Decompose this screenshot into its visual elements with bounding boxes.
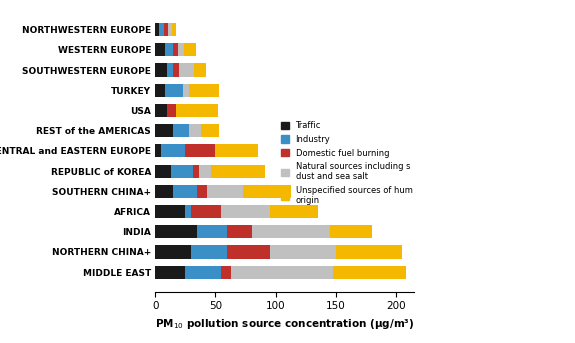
Bar <box>155 225 197 238</box>
Bar <box>221 205 270 218</box>
Bar <box>168 23 172 36</box>
Bar <box>173 43 178 57</box>
Bar <box>189 124 201 137</box>
Bar <box>173 185 197 198</box>
Bar <box>155 265 185 279</box>
Bar <box>201 124 219 137</box>
Bar <box>194 63 206 76</box>
Bar <box>176 104 218 117</box>
Bar <box>210 165 264 178</box>
Bar <box>228 245 270 259</box>
Bar <box>155 43 165 57</box>
Bar <box>197 185 207 198</box>
Bar <box>171 165 193 178</box>
Bar <box>193 165 198 178</box>
Bar <box>159 23 164 36</box>
Bar <box>155 205 185 218</box>
Bar <box>243 185 292 198</box>
Bar <box>216 144 258 157</box>
Bar <box>270 245 336 259</box>
Bar <box>161 144 185 157</box>
Bar <box>251 225 329 238</box>
Bar <box>270 205 318 218</box>
Bar <box>165 43 173 57</box>
Bar <box>231 265 334 279</box>
Bar <box>198 165 210 178</box>
Bar <box>184 43 196 57</box>
Bar <box>155 23 159 36</box>
Bar <box>191 205 221 218</box>
Bar <box>172 23 176 36</box>
Bar <box>207 185 243 198</box>
Bar <box>155 165 171 178</box>
Bar <box>183 84 189 97</box>
Bar <box>185 265 221 279</box>
Bar <box>228 225 251 238</box>
Bar <box>185 144 216 157</box>
Bar <box>178 43 184 57</box>
Bar <box>167 104 176 117</box>
Bar <box>155 104 167 117</box>
X-axis label: PM$_{10}$ pollution source concentration (μg/m³): PM$_{10}$ pollution source concentration… <box>155 317 414 331</box>
Bar <box>155 185 173 198</box>
Bar <box>197 225 228 238</box>
Bar <box>173 124 189 137</box>
Bar <box>155 84 165 97</box>
Bar <box>336 245 402 259</box>
Bar <box>164 23 168 36</box>
Bar <box>155 124 173 137</box>
Bar <box>191 245 228 259</box>
Bar <box>221 265 231 279</box>
Legend: Traffic, Industry, Domestic fuel burning, Natural sources including s
dust and s: Traffic, Industry, Domestic fuel burning… <box>281 121 412 205</box>
Bar <box>179 63 194 76</box>
Bar <box>329 225 372 238</box>
Bar <box>185 205 191 218</box>
Bar <box>334 265 405 279</box>
Bar <box>165 84 183 97</box>
Bar <box>189 84 219 97</box>
Bar <box>173 63 179 76</box>
Bar <box>155 245 191 259</box>
Bar <box>167 63 173 76</box>
Bar <box>155 63 167 76</box>
Bar <box>155 144 161 157</box>
